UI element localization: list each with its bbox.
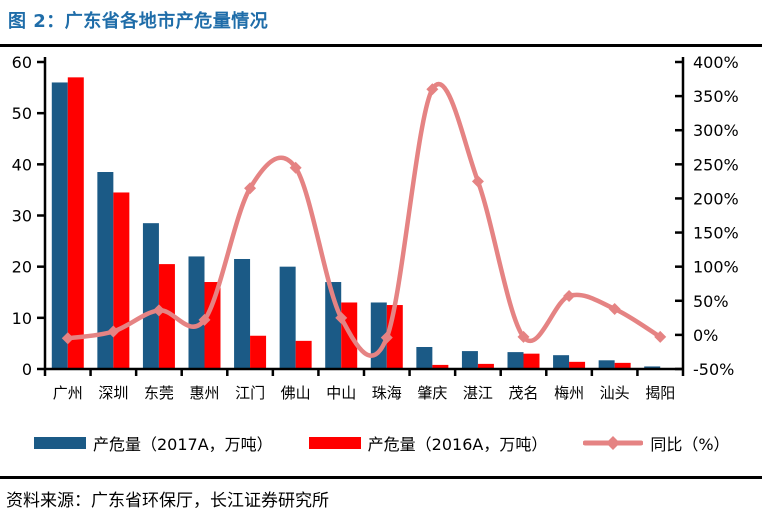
svg-text:汕头: 汕头 bbox=[600, 384, 630, 402]
title-divider bbox=[0, 44, 762, 47]
svg-text:100%: 100% bbox=[693, 258, 739, 277]
bar-series bbox=[51, 77, 677, 369]
svg-text:40: 40 bbox=[12, 155, 32, 174]
svg-text:茂名: 茂名 bbox=[508, 384, 538, 402]
yoy-line bbox=[65, 81, 663, 358]
svg-text:10: 10 bbox=[12, 309, 32, 328]
svg-text:400%: 400% bbox=[693, 53, 739, 72]
svg-text:350%: 350% bbox=[693, 87, 739, 106]
svg-text:0%: 0% bbox=[693, 326, 718, 345]
svg-text:梅州: 梅州 bbox=[554, 384, 584, 402]
svg-text:300%: 300% bbox=[693, 121, 739, 140]
source-divider bbox=[0, 476, 762, 479]
svg-text:中山: 中山 bbox=[326, 384, 356, 402]
chart-legend: 产危量（2017A，万吨） 产危量（2016A，万吨） 同比（%） bbox=[34, 431, 744, 455]
svg-text:50%: 50% bbox=[693, 292, 729, 311]
svg-text:50: 50 bbox=[12, 104, 32, 123]
svg-text:深圳: 深圳 bbox=[98, 384, 128, 402]
svg-text:东莞: 东莞 bbox=[144, 384, 174, 402]
svg-text:广州: 广州 bbox=[53, 384, 83, 402]
source-text: 资料来源：广东省环保厅，长江证券研究所 bbox=[6, 491, 329, 511]
svg-text:惠州: 惠州 bbox=[189, 384, 219, 402]
legend-item-2017: 产危量（2017A，万吨） bbox=[34, 431, 273, 455]
legend-swatch-2016-bar bbox=[308, 437, 361, 449]
legend-item-2016: 产危量（2016A，万吨） bbox=[308, 431, 548, 455]
svg-text:60: 60 bbox=[12, 53, 32, 72]
svg-text:0: 0 bbox=[22, 360, 32, 379]
legend-label-yoy: 同比（%） bbox=[650, 435, 730, 454]
svg-text:珠海: 珠海 bbox=[372, 384, 402, 402]
page-title: 图 2：广东省各地市产危量情况 bbox=[8, 11, 269, 32]
svg-text:江门: 江门 bbox=[235, 384, 265, 402]
svg-text:-50%: -50% bbox=[693, 360, 734, 379]
svg-text:肇庆: 肇庆 bbox=[417, 384, 447, 402]
svg-text:30: 30 bbox=[12, 207, 32, 226]
svg-text:揭阳: 揭阳 bbox=[645, 384, 675, 402]
legend-swatch-yoy-line-icon bbox=[583, 436, 644, 450]
svg-text:250%: 250% bbox=[693, 155, 739, 174]
svg-text:150%: 150% bbox=[693, 224, 739, 243]
svg-text:佛山: 佛山 bbox=[281, 384, 311, 402]
legend-item-yoy: 同比（%） bbox=[583, 431, 730, 455]
legend-swatch-2017-bar bbox=[34, 437, 86, 449]
legend-label-2016: 产危量（2016A，万吨） bbox=[367, 435, 548, 454]
legend-label-2017: 产危量（2017A，万吨） bbox=[93, 435, 273, 454]
yoy-line-markers bbox=[61, 83, 667, 345]
axis-labels: 0 10 20 30 40 50 60 -50% 0% 50% 100% 150% 200% 250% 30… bbox=[12, 53, 739, 402]
svg-text:200%: 200% bbox=[693, 189, 739, 208]
svg-text:湛江: 湛江 bbox=[463, 384, 493, 402]
chart-canvas: 0 10 20 30 40 50 60 -50% 0% 50% 100% 150% 200% 250% 30… bbox=[12, 53, 739, 402]
svg-text:20: 20 bbox=[12, 258, 32, 277]
axes bbox=[37, 57, 685, 376]
